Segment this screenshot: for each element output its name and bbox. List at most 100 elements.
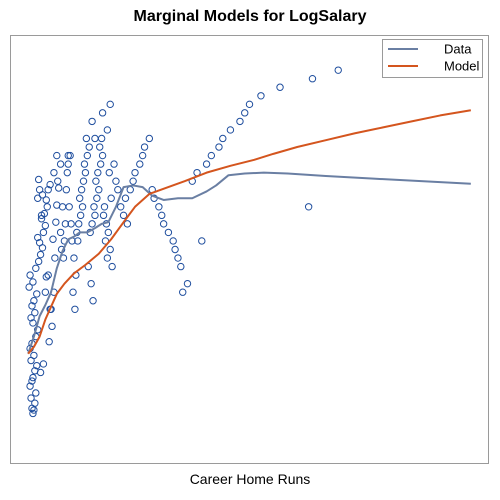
scatter-point [74,237,82,245]
scatter-point [179,288,187,296]
scatter-point [96,143,104,151]
scatter-point [46,180,54,189]
scatter-point [257,92,265,100]
points-layer [25,49,474,418]
scatter-point [33,290,41,298]
scatter-point [35,238,44,247]
scatter-point [114,186,122,194]
scatter-point [46,305,54,313]
scatter-point [64,151,72,160]
legend-label-data: Data [444,42,472,57]
scatter-point [54,177,62,185]
scatter-point [236,117,244,126]
scatter-point [55,184,63,192]
scatter-point [119,211,128,220]
scatter-point [98,109,107,117]
scatter-point [28,302,36,310]
scatter-point [92,177,100,185]
scatter-point [100,203,109,211]
scatter-point [90,203,98,211]
scatter-point [76,211,85,220]
scatter-point [117,203,125,211]
scatter-point [29,278,37,286]
scatter-point [80,160,89,168]
scatter-point [98,151,107,160]
scatter-point [25,283,33,291]
plot-frame [10,35,489,464]
scatter-point [48,322,56,331]
scatter-point [96,160,105,168]
scatter-point [35,186,44,194]
scatter-point [183,279,192,288]
scatter-point [104,228,113,237]
scatter-point [75,194,84,202]
scatter-point [159,220,168,228]
scatter-point [158,211,166,220]
scatter-point [93,194,101,202]
scatter-point [174,254,182,262]
scatter-point [56,160,65,168]
scatter-point [34,257,43,266]
scatter-point [103,254,112,262]
scatter-point [219,134,227,143]
scatter-point [245,100,254,109]
scatter-point [145,134,154,143]
scatter-point [99,211,108,220]
scatter-point [58,203,67,211]
scatter-point [34,233,42,242]
scatter-point [49,235,57,243]
scatter-point [42,273,50,281]
scatter-point [177,262,185,271]
scatter-point [69,288,77,296]
scatter-point [77,186,86,194]
scatter-point [95,186,103,194]
scatter-point [103,126,112,134]
scatter-point [169,237,177,245]
scatter-point [34,194,42,202]
scatter-point [56,228,65,237]
scatter-point [34,175,43,184]
scatter-point [334,66,342,74]
scatter-point [276,83,284,91]
scatter-point [88,220,96,228]
scatter-point [198,237,206,245]
scatter-point [75,220,83,228]
scatter-point [27,394,35,402]
scatter-point [61,220,70,228]
scatter-point [27,314,35,322]
scatter-point [30,351,38,360]
scatter-point [31,399,39,407]
scatter-point [131,168,139,177]
legend-box [382,39,483,78]
scatter-point [42,196,50,204]
scatter-point [112,177,120,185]
scatter-point [44,271,52,279]
scatter-point [67,220,75,228]
x-axis-label: Career Home Runs [189,471,311,487]
scatter-point [41,221,50,230]
scatter-point [106,245,114,254]
scatter-point [45,338,53,346]
scatter-point [126,186,134,194]
scatter-point [71,305,79,313]
scatter-point [91,134,99,143]
scatter-point [30,297,38,305]
scatter-point [64,160,72,168]
scatter-point [138,151,147,160]
legend: Data Model [382,39,483,78]
scatter-point [136,160,144,168]
scatter-point [43,203,51,211]
scatter-point [107,194,115,202]
scatter-point [304,203,313,211]
legend-label-model: Model [444,59,480,74]
scatter-point [28,377,36,385]
scatter-point [79,177,88,185]
scatter-point [70,254,78,262]
scatter-point [26,382,34,390]
lines-layer [27,109,471,355]
scatter-point [26,271,34,279]
scatter-point [97,134,106,143]
scatter-point [82,134,91,143]
scatter-point [121,194,130,202]
chart-title: Marginal Models for LogSalary [133,8,367,25]
